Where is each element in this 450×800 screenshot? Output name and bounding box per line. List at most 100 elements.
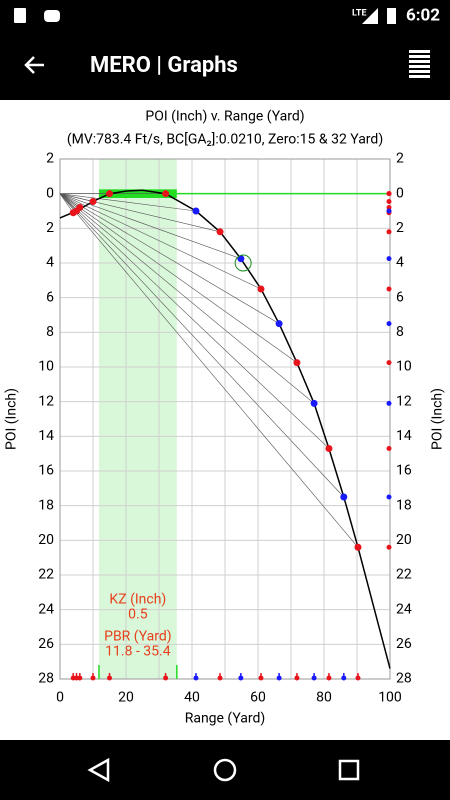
app-title: MERO | Graphs xyxy=(90,53,238,78)
y2-axis-label: POI (Inch) xyxy=(430,388,446,450)
kz-value: 0.5 xyxy=(128,607,148,623)
clock: 6:02 xyxy=(406,5,440,25)
data-point xyxy=(192,207,200,215)
y2-tick-label: 20 xyxy=(396,532,412,548)
data-point xyxy=(275,320,283,328)
bottom-projection-dot xyxy=(341,675,347,681)
y2-tick-label: 14 xyxy=(396,428,412,444)
y2-tick-label: 26 xyxy=(396,636,412,652)
y-axis-label: POI (Inch) xyxy=(4,388,20,450)
right-projection xyxy=(386,494,392,500)
y-tick-label: 6 xyxy=(46,289,54,305)
right-projection xyxy=(386,191,392,197)
nav-home[interactable] xyxy=(213,758,237,782)
sight-line xyxy=(59,193,280,324)
bottom-projection-dot xyxy=(276,675,282,681)
y2-tick-label: 10 xyxy=(396,359,412,375)
y-tick-label: 24 xyxy=(38,601,54,617)
battery-icon xyxy=(387,8,396,24)
x-tick-label: 80 xyxy=(316,690,332,706)
x-tick-label: 60 xyxy=(250,690,266,706)
sight-line xyxy=(59,193,241,259)
data-point xyxy=(293,359,301,367)
right-projection xyxy=(386,286,392,292)
network-label: LTE xyxy=(352,8,367,18)
sd-icon xyxy=(14,8,26,23)
y2-tick-label: 22 xyxy=(396,567,412,583)
y2-tick-label: 8 xyxy=(396,324,404,340)
bottom-projection-dot xyxy=(326,675,332,681)
pbr-band xyxy=(98,159,177,679)
android-icon xyxy=(44,10,60,22)
data-point xyxy=(106,190,113,198)
sight-line xyxy=(59,193,74,213)
x-tick-label: 20 xyxy=(118,690,134,706)
y-tick-label: 4 xyxy=(46,255,54,271)
x-tick-label: 100 xyxy=(378,690,402,706)
right-projection xyxy=(386,445,392,451)
bottom-projection-dot xyxy=(193,675,199,681)
y2-tick-label: 12 xyxy=(396,393,412,409)
highlight-marker xyxy=(234,254,252,272)
sight-line xyxy=(59,193,298,363)
right-projection xyxy=(386,198,392,204)
y-tick-label: 20 xyxy=(38,532,54,548)
menu-button[interactable] xyxy=(409,50,430,78)
data-point xyxy=(237,255,245,263)
y-tick-label: 8 xyxy=(46,324,54,340)
bottom-projection-dot xyxy=(238,675,244,681)
right-projection xyxy=(386,205,392,211)
data-point xyxy=(325,444,333,452)
sight-line xyxy=(59,193,345,498)
data-point xyxy=(76,204,84,212)
bottom-projection-dot xyxy=(217,675,223,681)
chart: POI (Inch) v. Range (Yard) (MV:783.4 Ft/… xyxy=(4,109,446,727)
y2-tick-label: 2 xyxy=(396,220,404,236)
y2-tick-label: 2 xyxy=(396,151,404,167)
data-point xyxy=(354,543,362,551)
sight-line xyxy=(59,193,359,548)
bottom-projection-dot xyxy=(77,675,83,681)
y-tick-label: 22 xyxy=(38,567,54,583)
sight-line xyxy=(59,193,196,212)
sight-line xyxy=(59,193,315,404)
pbr-label: PBR (Yard) xyxy=(104,629,172,645)
right-projection xyxy=(386,400,392,406)
data-point xyxy=(257,285,265,293)
bottom-projection-dot xyxy=(294,675,300,681)
right-projection xyxy=(386,256,392,262)
status-bar xyxy=(0,0,450,30)
y-tick-label: 28 xyxy=(38,671,54,687)
y-tick-label: 26 xyxy=(38,636,54,652)
plot-area xyxy=(98,159,177,679)
bottom-projection-dot xyxy=(355,675,361,681)
sight-line xyxy=(59,193,262,290)
y2-tick-label: 24 xyxy=(396,601,412,617)
data-point xyxy=(310,399,318,407)
y2-tick-label: 0 xyxy=(396,185,404,201)
x-axis-label: Range (Yard) xyxy=(185,711,266,727)
right-projection xyxy=(386,208,392,214)
chart-subtitle: (MV:783.4 Ft/s, BC[GA₂]:0.0210, Zero:15 … xyxy=(67,132,383,148)
y-tick-label: 2 xyxy=(46,151,54,167)
y-tick-label: 2 xyxy=(46,220,54,236)
app-bar xyxy=(0,30,450,100)
right-projection xyxy=(386,360,392,366)
plot-frame xyxy=(59,158,391,680)
y-tick-label: 12 xyxy=(38,393,54,409)
x-tick-label: 0 xyxy=(56,690,64,706)
chart-title: POI (Inch) v. Range (Yard) xyxy=(145,109,304,125)
y2-tick-label: 18 xyxy=(396,497,412,513)
y2-tick-label: 28 xyxy=(396,671,412,687)
back-button[interactable] xyxy=(24,56,44,74)
nav-back[interactable] xyxy=(87,757,110,783)
y-tick-label: 14 xyxy=(38,428,54,444)
bottom-projection-dot xyxy=(163,675,169,681)
nav-recents[interactable] xyxy=(338,759,360,781)
sight-line xyxy=(59,193,330,449)
data-point xyxy=(340,493,348,501)
bottom-projection-dot xyxy=(90,675,96,681)
y2-tick-label: 16 xyxy=(396,463,412,479)
right-projection xyxy=(386,321,392,327)
